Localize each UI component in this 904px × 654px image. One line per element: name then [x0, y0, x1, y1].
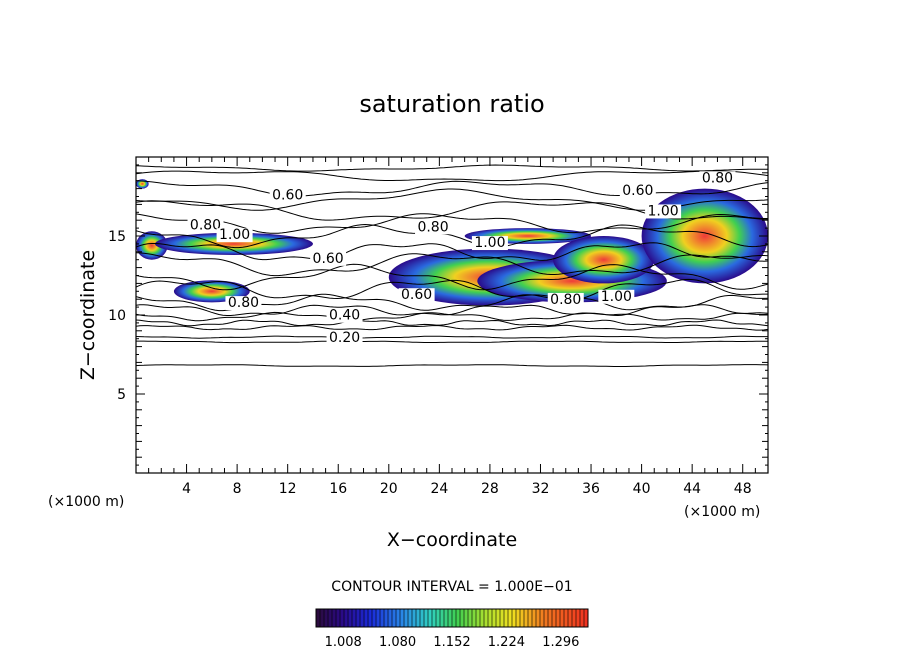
x-tick-labels: 4 8 12 16 20 24 28 32 36 40 44 48	[182, 481, 752, 497]
contour-line-1	[136, 340, 768, 344]
contour-label-14: 1.00	[648, 203, 679, 219]
colorbar-label-1.008: 1.008	[325, 635, 362, 650]
contour-label-3: 0.60	[272, 188, 303, 204]
y-axis-label: Z−coordinate	[77, 250, 99, 380]
x-tick-label-12: 12	[279, 481, 297, 497]
contour-label-bg-1	[326, 308, 363, 323]
contour-line-0	[136, 364, 768, 367]
contour-line-4	[136, 319, 768, 327]
supersaturation-region-1	[154, 232, 313, 255]
x-tick-label-16: 16	[329, 481, 347, 497]
contour-label-bg-11	[216, 228, 253, 243]
x-tick-label-36: 36	[582, 481, 600, 497]
contour-label-11: 1.00	[219, 227, 250, 243]
chart-title: saturation ratio	[359, 90, 544, 118]
contour-interval-text: CONTOUR INTERVAL = 1.000E−01	[331, 579, 572, 595]
colorbar-label-1.224: 1.224	[488, 635, 525, 650]
contour-label-bg-8	[415, 220, 452, 235]
contour-label-bg-0	[326, 330, 363, 345]
colorbar-label-1.152: 1.152	[433, 635, 470, 650]
contour-lines	[136, 164, 768, 367]
x-tick-label-4: 4	[182, 481, 191, 497]
contour-label-6: 0.80	[190, 218, 221, 234]
contour-label-12: 1.00	[474, 235, 505, 251]
contour-label-7: 0.80	[228, 295, 259, 311]
contour-line-11	[136, 242, 768, 262]
contour-label-bg-12	[471, 236, 508, 251]
axis-ticks	[136, 157, 768, 473]
contour-label-1: 0.40	[329, 308, 360, 324]
x-tick-label-28: 28	[481, 481, 499, 497]
colorbar-ticks	[319, 609, 585, 627]
contour-label-bg-10	[699, 171, 736, 186]
contour-label-bg-4	[398, 288, 435, 303]
contour-label-bg-14	[645, 204, 682, 219]
x-tick-label-24: 24	[430, 481, 448, 497]
x-unit-label: (×1000 m)	[684, 504, 760, 520]
z-tick-label-10: 10	[108, 308, 126, 324]
contour-label-bg-13	[598, 289, 635, 304]
contour-label-2: 0.60	[313, 251, 344, 267]
contour-label-8: 0.80	[417, 219, 448, 235]
contour-line-16	[136, 180, 768, 197]
contour-label-bg-2	[310, 251, 347, 266]
contour-line-6	[136, 304, 768, 317]
z-unit-label: (×1000 m)	[48, 494, 124, 510]
contour-line-5	[136, 311, 768, 322]
x-tick-label-48: 48	[734, 481, 752, 497]
colorbar-labels: 1.008 1.080 1.152 1.224 1.296	[325, 635, 580, 650]
contour-line-2	[136, 335, 768, 339]
y-tick-labels: 5 10 15	[108, 229, 126, 403]
contour-label-13: 1.00	[601, 289, 632, 305]
contour-label-4: 0.60	[401, 287, 432, 303]
supersaturation-region-6	[553, 236, 655, 284]
contour-line-18	[136, 164, 768, 172]
contour-label-bg-3	[269, 188, 306, 203]
z-tick-label-15: 15	[108, 229, 126, 245]
colorbar-label-1.296: 1.296	[542, 635, 579, 650]
z-tick-label-5: 5	[117, 387, 126, 403]
x-tick-label-44: 44	[683, 481, 701, 497]
colorbar-label-1.080: 1.080	[379, 635, 416, 650]
contour-line-13	[136, 213, 768, 234]
x-tick-label-40: 40	[633, 481, 651, 497]
contour-label-5: 0.60	[622, 183, 653, 199]
contour-line-17	[136, 170, 768, 182]
x-tick-label-20: 20	[380, 481, 398, 497]
x-axis-label: X−coordinate	[387, 529, 517, 551]
contour-line-8	[136, 278, 768, 301]
contour-line-12	[136, 223, 768, 249]
contour-label-bg-6	[187, 218, 224, 233]
contour-label-9: 0.80	[550, 292, 581, 308]
x-tick-label-8: 8	[233, 481, 242, 497]
contour-line-10	[136, 252, 768, 277]
contour-labels: 0.20 0.40 0.60 0.60 0.60 0.60 0.80 0.80 0.80 0.80…	[187, 170, 736, 346]
x-tick-label-32: 32	[532, 481, 550, 497]
contour-label-bg-9	[547, 292, 584, 307]
contour-line-9	[136, 263, 768, 291]
contour-line-3	[136, 324, 768, 331]
contour-label-0: 0.20	[329, 330, 360, 346]
contour-label-bg-5	[619, 183, 656, 198]
contour-label-10: 0.80	[702, 170, 733, 186]
contour-label-bg-7	[225, 296, 262, 311]
supersaturation-region-0	[136, 231, 168, 260]
